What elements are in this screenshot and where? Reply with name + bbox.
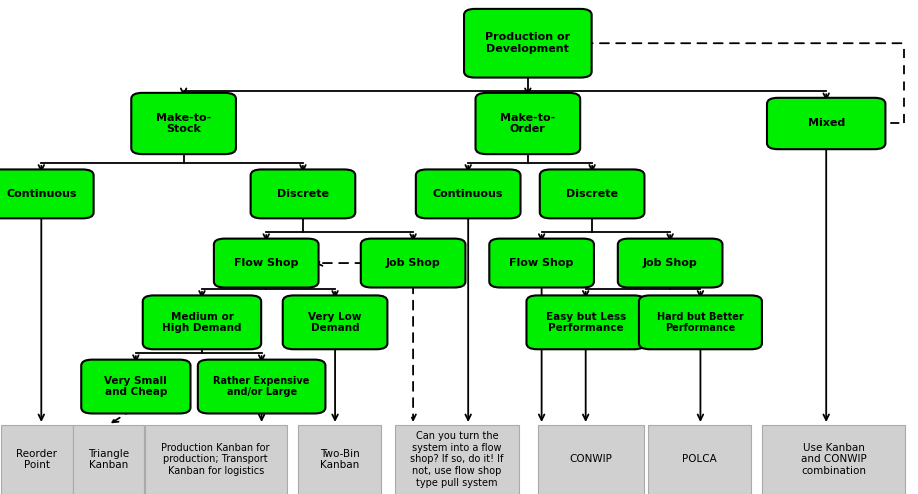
- Text: Very Low
Demand: Very Low Demand: [308, 312, 362, 333]
- Bar: [73, 425, 144, 494]
- Text: Make-to-
Order: Make-to- Order: [500, 113, 555, 134]
- FancyBboxPatch shape: [476, 93, 580, 154]
- FancyBboxPatch shape: [361, 239, 465, 288]
- Text: Production or
Development: Production or Development: [486, 33, 570, 54]
- Text: Job Shop: Job Shop: [643, 258, 698, 268]
- Text: Very Small
and Cheap: Very Small and Cheap: [105, 376, 167, 397]
- Text: Rather Expensive
and/or Large: Rather Expensive and/or Large: [214, 376, 309, 397]
- Text: Continuous: Continuous: [433, 189, 503, 199]
- Text: Flow Shop: Flow Shop: [234, 258, 298, 268]
- Text: Can you turn the
system into a flow
shop? If so, do it! If
not, use flow shop
ty: Can you turn the system into a flow shop…: [410, 431, 504, 488]
- FancyBboxPatch shape: [465, 9, 591, 78]
- Bar: [648, 425, 751, 494]
- Bar: [538, 425, 644, 494]
- FancyBboxPatch shape: [82, 360, 191, 413]
- Bar: [763, 425, 905, 494]
- FancyBboxPatch shape: [0, 169, 94, 218]
- Text: Flow Shop: Flow Shop: [509, 258, 574, 268]
- FancyBboxPatch shape: [283, 295, 387, 349]
- FancyBboxPatch shape: [489, 239, 594, 288]
- Text: Discrete: Discrete: [277, 189, 329, 199]
- Bar: [298, 425, 381, 494]
- FancyBboxPatch shape: [131, 93, 236, 154]
- Text: POLCA: POLCA: [682, 454, 717, 464]
- Text: Reorder
Point: Reorder Point: [17, 449, 57, 470]
- Text: Production Kanban for
production; Transport
Kanban for logistics: Production Kanban for production; Transp…: [162, 443, 270, 476]
- Bar: [1, 425, 73, 494]
- Bar: [396, 425, 520, 494]
- FancyBboxPatch shape: [540, 169, 644, 218]
- Text: Make-to-
Stock: Make-to- Stock: [156, 113, 211, 134]
- FancyBboxPatch shape: [527, 295, 644, 349]
- Text: Discrete: Discrete: [566, 189, 618, 199]
- Text: Hard but Better
Performance: Hard but Better Performance: [657, 312, 744, 333]
- Text: Two-Bin
Kanban: Two-Bin Kanban: [319, 449, 360, 470]
- FancyBboxPatch shape: [767, 98, 886, 149]
- FancyBboxPatch shape: [198, 360, 326, 413]
- Text: Mixed: Mixed: [808, 119, 845, 128]
- Text: Easy but Less
Performance: Easy but Less Performance: [545, 312, 626, 333]
- FancyBboxPatch shape: [251, 169, 355, 218]
- Bar: [145, 425, 287, 494]
- FancyBboxPatch shape: [214, 239, 319, 288]
- Text: Job Shop: Job Shop: [386, 258, 441, 268]
- FancyBboxPatch shape: [416, 169, 521, 218]
- FancyBboxPatch shape: [639, 295, 762, 349]
- Text: Use Kanban
and CONWIP
combination: Use Kanban and CONWIP combination: [800, 443, 867, 476]
- FancyBboxPatch shape: [618, 239, 722, 288]
- FancyBboxPatch shape: [143, 295, 262, 349]
- Text: Triangle
Kanban: Triangle Kanban: [88, 449, 129, 470]
- Text: Medium or
High Demand: Medium or High Demand: [162, 312, 241, 333]
- Text: Continuous: Continuous: [6, 189, 76, 199]
- Text: CONWIP: CONWIP: [570, 454, 612, 464]
